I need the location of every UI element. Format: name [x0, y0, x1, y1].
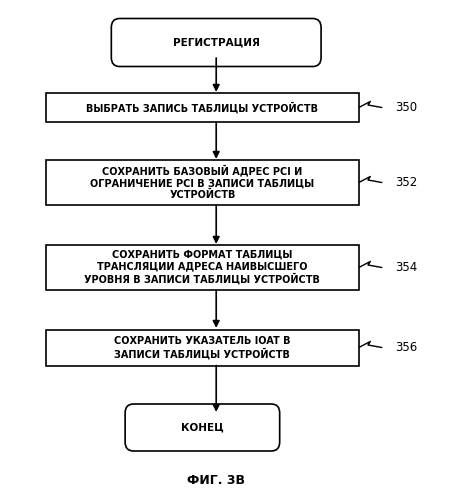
FancyBboxPatch shape [125, 404, 279, 451]
Text: КОНЕЦ: КОНЕЦ [181, 422, 223, 432]
FancyBboxPatch shape [46, 160, 358, 205]
Text: 356: 356 [395, 341, 417, 354]
Text: 352: 352 [395, 176, 417, 189]
FancyBboxPatch shape [46, 245, 358, 290]
Text: ВЫБРАТЬ ЗАПИСЬ ТАБЛИЦЫ УСТРОЙСТВ: ВЫБРАТЬ ЗАПИСЬ ТАБЛИЦЫ УСТРОЙСТВ [86, 102, 318, 114]
FancyBboxPatch shape [46, 330, 358, 366]
Text: 354: 354 [395, 261, 417, 274]
Text: 350: 350 [395, 101, 417, 114]
Text: ФИГ. 3В: ФИГ. 3В [187, 474, 245, 488]
FancyBboxPatch shape [111, 18, 320, 66]
Text: СОХРАНИТЬ УКАЗАТЕЛЬ IOAT В
ЗАПИСИ ТАБЛИЦЫ УСТРОЙСТВ: СОХРАНИТЬ УКАЗАТЕЛЬ IOAT В ЗАПИСИ ТАБЛИЦ… [114, 336, 290, 359]
Text: СОХРАНИТЬ БАЗОВЫЙ АДРЕС PCI И
ОГРАНИЧЕНИЕ PCI В ЗАПИСИ ТАБЛИЦЫ
УСТРОЙСТВ: СОХРАНИТЬ БАЗОВЫЙ АДРЕС PCI И ОГРАНИЧЕНИ… [90, 165, 314, 200]
FancyBboxPatch shape [46, 93, 358, 122]
Text: РЕГИСТРАЦИЯ: РЕГИСТРАЦИЯ [172, 38, 259, 48]
Text: СОХРАНИТЬ ФОРМАТ ТАБЛИЦЫ
ТРАНСЛЯЦИИ АДРЕСА НАИВЫСШЕГО
УРОВНЯ В ЗАПИСИ ТАБЛИЦЫ УС: СОХРАНИТЬ ФОРМАТ ТАБЛИЦЫ ТРАНСЛЯЦИИ АДРЕ… [84, 250, 319, 285]
